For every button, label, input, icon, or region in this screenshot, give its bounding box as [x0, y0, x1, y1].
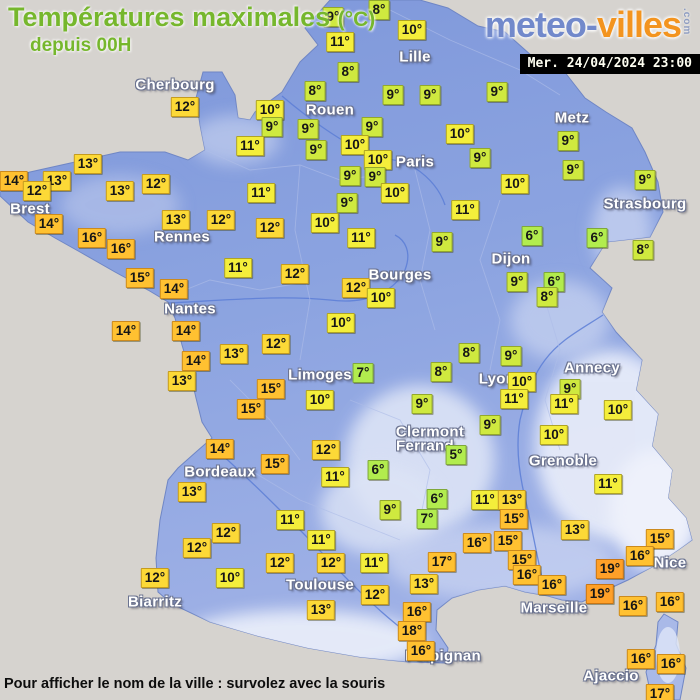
hover-hint: Pour afficher le nom de la ville : survo… — [4, 676, 386, 692]
meteo-villes-logo[interactable]: meteo-villes.com — [485, 4, 692, 46]
corsica-terrain — [656, 627, 680, 683]
header: Températures maximales (°C) depuis 00H — [8, 2, 375, 57]
logo-part-villes: villes — [596, 4, 682, 45]
logo-suffix-com: .com — [681, 8, 692, 36]
logo-part-meteo: meteo- — [484, 4, 598, 45]
title-unit: (°C) — [337, 8, 376, 31]
title-text: Températures maximales — [8, 2, 331, 32]
datetime-badge: Mer. 24/04/2024 23:00 — [519, 54, 700, 74]
page-subtitle: depuis 00H — [30, 35, 132, 56]
page-title: Températures maximales (°C) — [8, 2, 375, 35]
